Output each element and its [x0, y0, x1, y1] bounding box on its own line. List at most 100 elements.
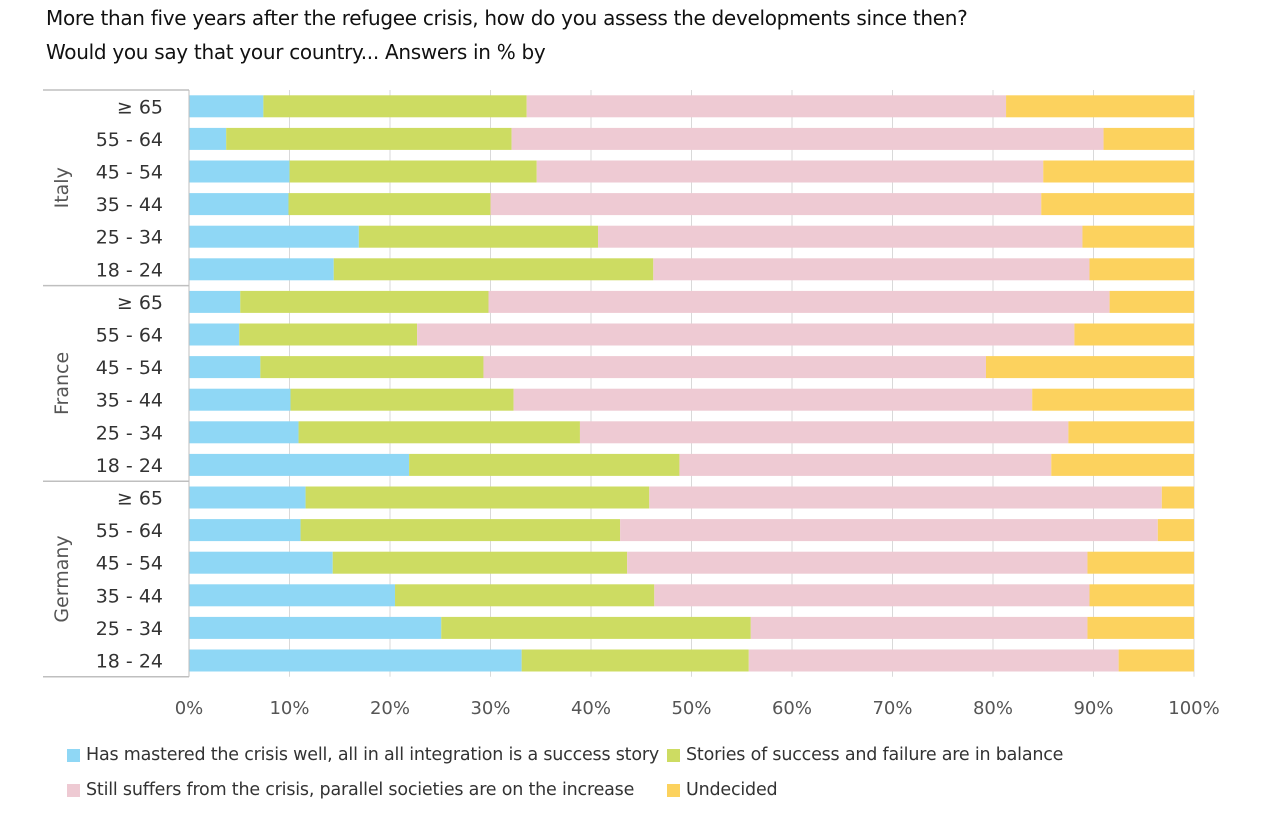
bar-italy-1-series-3	[526, 95, 1007, 118]
bar-germany-5-series-2	[441, 616, 751, 639]
row-label-france-1: ≥ 65	[117, 292, 163, 314]
legend-label-4: Undecided	[686, 780, 778, 800]
bar-germany-1-series-4	[1161, 486, 1194, 509]
bar-germany-4-series-3	[654, 584, 1090, 607]
bar-france-1-series-4	[1109, 290, 1194, 313]
bar-france-3-series-1	[189, 356, 261, 379]
bar-france-3-series-4	[985, 356, 1194, 379]
bar-france-6-series-1	[189, 453, 410, 476]
chart-title-line-2: Would you say that your country... Answe…	[46, 40, 546, 64]
legend-swatch-2	[667, 748, 680, 762]
bar-italy-4-series-2	[288, 193, 491, 216]
row-label-italy-3: 45 - 54	[96, 162, 163, 184]
bar-germany-3-series-2	[332, 551, 628, 574]
bar-france-4-series-2	[290, 388, 514, 411]
bar-italy-3-series-2	[289, 160, 537, 183]
x-tick-label-11: 100%	[1168, 698, 1219, 719]
x-tick-label-2: 10%	[269, 698, 309, 719]
bar-italy-2-series-4	[1103, 127, 1194, 150]
bar-france-6-series-4	[1051, 453, 1194, 476]
bar-italy-3-series-4	[1043, 160, 1194, 183]
bar-italy-4-series-3	[490, 193, 1042, 216]
bar-france-3-series-2	[260, 356, 484, 379]
bar-france-2-series-2	[239, 323, 418, 346]
x-tick-label-1: 0%	[175, 698, 204, 719]
x-tick-label-8: 70%	[872, 698, 912, 719]
row-label-germany-1: ≥ 65	[117, 488, 163, 510]
bar-france-6-series-2	[409, 453, 680, 476]
bar-italy-2-series-2	[226, 127, 512, 150]
bar-italy-4-series-1	[189, 193, 289, 216]
bar-germany-4-series-2	[395, 584, 655, 607]
bar-italy-6-series-2	[333, 258, 654, 281]
row-label-germany-6: 18 - 24	[96, 651, 163, 673]
bar-germany-1-series-3	[649, 486, 1162, 509]
bar-germany-1-series-2	[305, 486, 650, 509]
bar-france-5-series-4	[1068, 421, 1194, 444]
x-tick-label-4: 30%	[470, 698, 510, 719]
bar-germany-3-series-1	[189, 551, 333, 574]
bar-italy-6-series-4	[1089, 258, 1194, 281]
row-label-italy-4: 35 - 44	[96, 194, 163, 216]
x-tick-label-10: 90%	[1073, 698, 1113, 719]
bar-germany-2-series-1	[189, 519, 301, 542]
row-label-germany-3: 45 - 54	[96, 553, 163, 575]
bar-italy-2-series-3	[511, 127, 1104, 150]
bar-germany-4-series-4	[1089, 584, 1194, 607]
bar-italy-1-series-4	[1006, 95, 1194, 118]
x-tick-label-5: 40%	[571, 698, 611, 719]
bar-italy-5-series-3	[598, 225, 1083, 248]
bar-italy-6-series-1	[189, 258, 334, 281]
bar-germany-5-series-4	[1087, 616, 1194, 639]
group-label-germany: Germany	[51, 535, 73, 622]
bar-france-2-series-3	[417, 323, 1075, 346]
bar-germany-4-series-1	[189, 584, 396, 607]
bar-italy-5-series-4	[1082, 225, 1194, 248]
bar-france-3-series-3	[483, 356, 986, 379]
bar-france-5-series-3	[579, 421, 1069, 444]
bar-france-5-series-2	[298, 421, 580, 444]
legend-swatch-4	[667, 783, 680, 797]
bar-italy-3-series-1	[189, 160, 290, 183]
row-label-italy-5: 25 - 34	[96, 227, 163, 249]
x-tick-label-3: 20%	[370, 698, 410, 719]
bar-germany-6-series-3	[748, 649, 1119, 672]
bar-italy-4-series-4	[1041, 193, 1194, 216]
legend-label-3: Still suffers from the crisis, parallel …	[86, 780, 635, 800]
x-tick-label-9: 80%	[973, 698, 1013, 719]
bar-germany-6-series-4	[1118, 649, 1194, 672]
legend-label-1: Has mastered the crisis well, all in all…	[86, 745, 659, 765]
row-label-italy-1: ≥ 65	[117, 96, 163, 118]
row-label-france-2: 55 - 64	[96, 325, 163, 347]
row-label-france-3: 45 - 54	[96, 357, 163, 379]
bar-italy-2-series-1	[189, 127, 227, 150]
legend-item-1: Has mastered the crisis well, all in all…	[67, 745, 659, 765]
bar-germany-1-series-1	[189, 486, 306, 509]
bar-germany-5-series-1	[189, 616, 442, 639]
bar-germany-6-series-2	[521, 649, 749, 672]
bar-germany-2-series-3	[620, 519, 1158, 542]
legend-item-3: Still suffers from the crisis, parallel …	[67, 780, 634, 800]
bar-france-4-series-4	[1032, 388, 1194, 411]
legend-item-2: Stories of success and failure are in ba…	[667, 745, 1063, 765]
row-label-germany-4: 35 - 44	[96, 585, 163, 607]
row-label-italy-6: 18 - 24	[96, 259, 163, 281]
bar-germany-5-series-3	[750, 616, 1088, 639]
group-label-france: France	[51, 352, 73, 415]
bar-france-4-series-3	[513, 388, 1033, 411]
legend-item-4: Undecided	[667, 780, 778, 800]
legend-swatch-1	[67, 748, 80, 762]
bar-italy-5-series-2	[358, 225, 599, 248]
bar-france-2-series-1	[189, 323, 240, 346]
bar-germany-2-series-2	[300, 519, 621, 542]
row-label-france-4: 35 - 44	[96, 390, 163, 412]
bar-italy-3-series-3	[536, 160, 1044, 183]
bar-france-6-series-3	[679, 453, 1052, 476]
row-label-germany-2: 55 - 64	[96, 520, 163, 542]
bar-france-1-series-3	[488, 290, 1110, 313]
row-label-france-6: 18 - 24	[96, 455, 163, 477]
chart-title-line-1: More than five years after the refugee c…	[46, 6, 968, 30]
row-label-france-5: 25 - 34	[96, 422, 163, 444]
bar-germany-2-series-4	[1157, 519, 1194, 542]
